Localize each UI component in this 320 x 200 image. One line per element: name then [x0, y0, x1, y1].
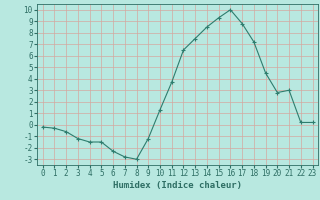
- X-axis label: Humidex (Indice chaleur): Humidex (Indice chaleur): [113, 181, 242, 190]
